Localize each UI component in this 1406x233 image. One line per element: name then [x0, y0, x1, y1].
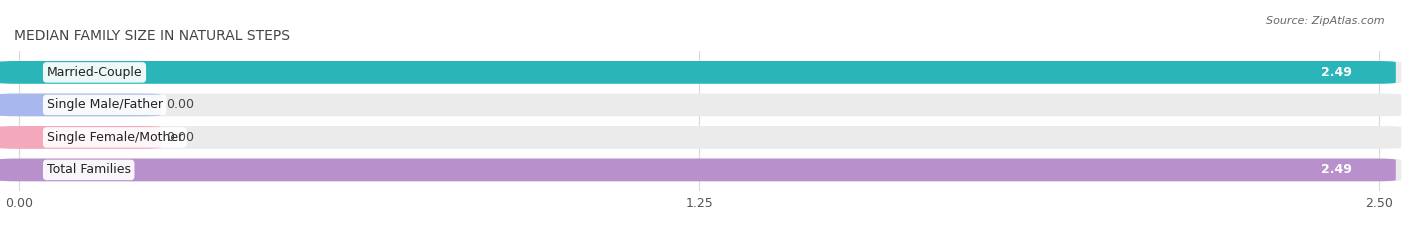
Text: 2.49: 2.49 [1322, 66, 1353, 79]
Text: 2.49: 2.49 [1322, 163, 1353, 176]
Text: 0.00: 0.00 [166, 98, 194, 111]
Text: 0.00: 0.00 [166, 131, 194, 144]
Text: Single Female/Mother: Single Female/Mother [46, 131, 183, 144]
FancyBboxPatch shape [0, 93, 1402, 116]
FancyBboxPatch shape [0, 126, 1402, 149]
FancyBboxPatch shape [0, 61, 1402, 84]
Text: Total Families: Total Families [46, 163, 131, 176]
Text: Married-Couple: Married-Couple [46, 66, 142, 79]
FancyBboxPatch shape [0, 158, 1396, 181]
FancyBboxPatch shape [0, 126, 160, 149]
Text: MEDIAN FAMILY SIZE IN NATURAL STEPS: MEDIAN FAMILY SIZE IN NATURAL STEPS [14, 29, 290, 43]
FancyBboxPatch shape [0, 158, 1402, 181]
Text: Source: ZipAtlas.com: Source: ZipAtlas.com [1267, 16, 1385, 26]
Text: Single Male/Father: Single Male/Father [46, 98, 163, 111]
FancyBboxPatch shape [0, 93, 160, 116]
FancyBboxPatch shape [0, 61, 1396, 84]
